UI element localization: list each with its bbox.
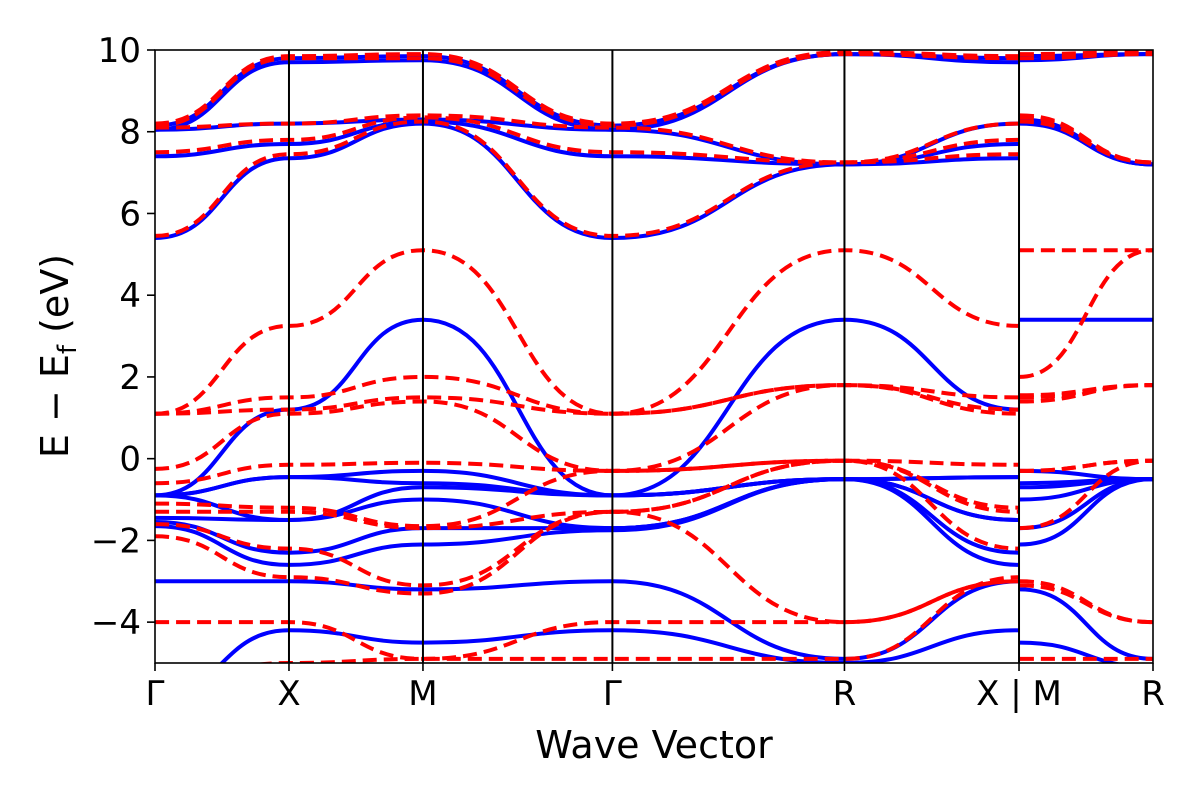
y-axis-label-subscript: f <box>53 344 83 354</box>
y-tick-label: 4 <box>119 276 141 316</box>
y-tick-label: 0 <box>119 440 141 480</box>
x-axis-label: Wave Vector <box>535 723 773 767</box>
y-axis-label-main: E − E <box>33 354 77 458</box>
y-tick-label: −4 <box>91 603 141 643</box>
y-tick-label: −2 <box>91 521 141 561</box>
dashed-band-2-part-0 <box>155 509 1020 625</box>
y-tick-label: 10 <box>98 31 141 71</box>
x-axis-ticks: Γ X M Γ R X | M R <box>146 663 1165 714</box>
plot-frame <box>154 49 1154 664</box>
x-tick-label: R <box>1141 674 1165 714</box>
high-symmetry-lines <box>287 50 1021 663</box>
dashed-band-14-part-1 <box>1019 52 1153 61</box>
dashed-band-12-part-0 <box>155 115 1020 165</box>
dashed-band-6-part-0 <box>155 458 1020 486</box>
dashed-band-9-part-1 <box>1019 248 1153 379</box>
x-tick-label: Γ <box>146 674 165 714</box>
y-axis-label-unit: (eV) <box>33 254 77 345</box>
y-tick-label: 8 <box>119 113 141 153</box>
y-axis-label: E − Ef (eV) <box>33 254 83 458</box>
dashed-band-14-part-0 <box>155 52 1020 128</box>
dashed-band-2-part-1 <box>1019 583 1153 625</box>
solid-band-0-part-0 <box>219 628 1020 663</box>
x-tick-label: X <box>277 674 300 714</box>
dashed-band-15-part-1 <box>1019 50 1153 57</box>
solid-band-7-part-0 <box>155 468 1020 498</box>
dashed-band-5-part-1 <box>1019 458 1153 473</box>
x-tick-label: R <box>833 674 857 714</box>
dashed-band-10-part-0 <box>155 248 1020 416</box>
y-tick-label: 2 <box>119 358 141 398</box>
x-tick-label: M <box>408 674 437 714</box>
solid-band-7-part-1 <box>1019 468 1153 482</box>
dashed-band-13-part-1 <box>1019 113 1153 165</box>
y-axis-ticks: −4 −2 0 2 4 6 8 10 <box>91 31 155 643</box>
solid-band-3-part-0 <box>155 477 1020 555</box>
solid-band-1-part-1 <box>1019 587 1153 661</box>
dashed-band-0-part-0 <box>257 575 1020 663</box>
dashed-band-3-part-1 <box>1019 458 1153 531</box>
dashed-band-15-part-0 <box>155 50 1020 126</box>
y-tick-label: 6 <box>119 194 141 234</box>
dashed-band-9-part-0 <box>155 374 1020 416</box>
solid-band-0-part-1 <box>1019 640 1124 663</box>
x-tick-label: X | M <box>976 674 1062 714</box>
x-tick-label: Γ <box>603 674 622 714</box>
dashed-band-8-part-1 <box>1019 383 1153 398</box>
